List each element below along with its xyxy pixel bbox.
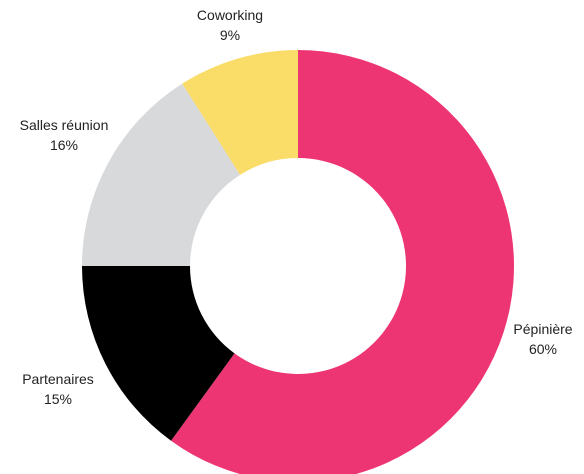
slice-label-partenaires: Partenaires <box>22 371 94 387</box>
slice-label-salles-reunion: Salles réunion <box>20 117 109 133</box>
slice-value-salles-reunion: 16% <box>50 137 78 153</box>
slice-label-coworking: Coworking <box>197 7 263 23</box>
slice-partenaires <box>82 266 235 441</box>
slices-group <box>82 50 514 474</box>
slice-coworking <box>182 50 298 175</box>
slice-value-pepiniere: 60% <box>529 341 557 357</box>
labels-group: Pépinière 60% Partenaires 15% Salles réunion… <box>20 7 573 407</box>
slice-label-pepiniere: Pépinière <box>513 321 572 337</box>
slice-value-partenaires: 15% <box>44 391 72 407</box>
slice-salles-reunion <box>82 83 241 266</box>
slice-pepiniere <box>171 50 514 474</box>
slice-value-coworking: 9% <box>220 27 240 43</box>
